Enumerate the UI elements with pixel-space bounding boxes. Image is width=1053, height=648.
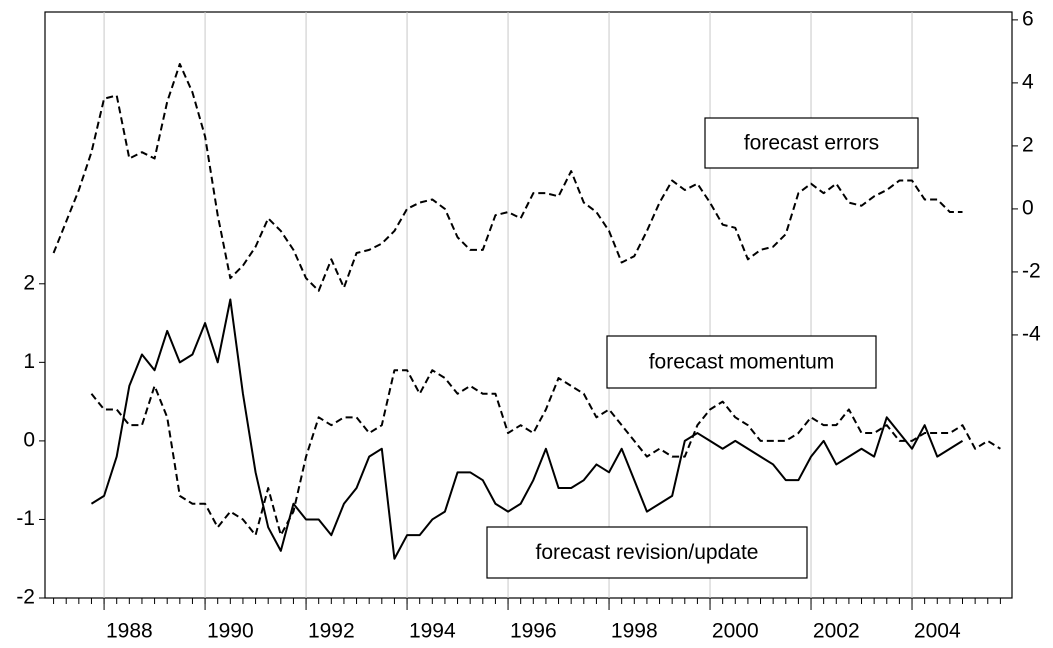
x-tick-label: 1998	[611, 620, 658, 643]
x-tick-label: 1988	[106, 620, 153, 643]
y-tick-label: -1	[16, 507, 35, 530]
y-tick-label: 0	[23, 428, 35, 451]
annotation-box	[486, 526, 808, 579]
x-tick-label: 2002	[813, 620, 860, 643]
annotation-box	[606, 335, 877, 389]
x-tick-label: 1996	[510, 620, 557, 643]
y2-tick-label: 2	[1022, 133, 1034, 156]
y2-tick-label: 0	[1022, 196, 1034, 219]
plot-frame	[44, 11, 1013, 599]
series-line	[90, 298, 964, 560]
y2-tick-label: -2	[1022, 259, 1041, 282]
y2-tick-label: 6	[1022, 7, 1034, 30]
x-tick-label: 2000	[712, 620, 759, 643]
series-line	[90, 369, 1001, 537]
y-tick-label: 1	[23, 350, 35, 373]
annotation: forecast errors	[744, 132, 879, 155]
annotation: forecast momentum	[649, 351, 835, 374]
y-tick-label: -2	[16, 586, 35, 609]
annotation: forecast revision/update	[536, 541, 759, 564]
y-tick-label: 2	[23, 271, 35, 294]
series-line	[52, 62, 963, 292]
y2-tick-label: -4	[1022, 322, 1041, 345]
y2-tick-label: 4	[1022, 70, 1034, 93]
x-tick-label: 1992	[308, 620, 355, 643]
x-tick-label: 1994	[409, 620, 456, 643]
x-tick-label: 2004	[914, 620, 961, 643]
x-tick-label: 1990	[207, 620, 254, 643]
annotation-box	[704, 117, 919, 169]
